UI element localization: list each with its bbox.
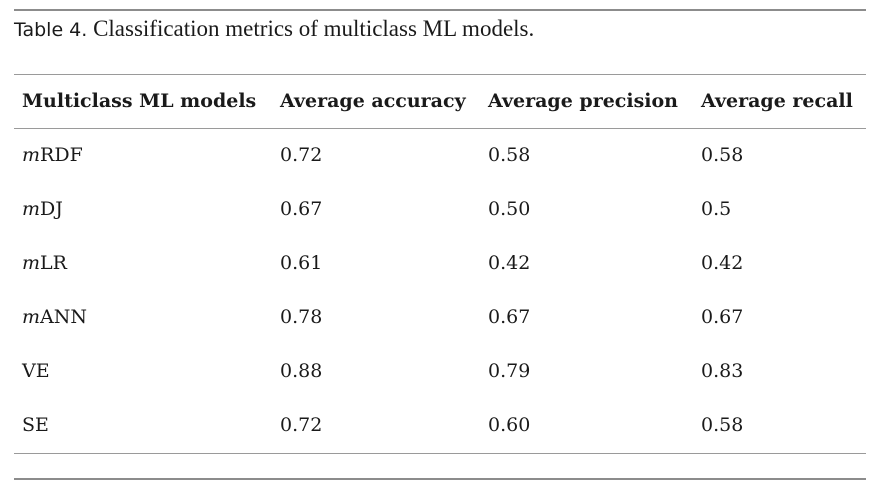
model-cell: VE — [22, 359, 50, 383]
model-prefix: m — [22, 198, 41, 220]
model-cell: mLR — [22, 251, 67, 275]
top-rule — [14, 9, 866, 11]
precision-cell: 0.67 — [488, 306, 531, 328]
caption-label: Table 4. — [14, 19, 88, 41]
accuracy-cell: 0.72 — [280, 144, 323, 166]
model-name: RDF — [40, 144, 83, 166]
model-prefix: m — [22, 306, 41, 328]
precision-cell: 0.79 — [488, 360, 531, 382]
header-top-rule — [14, 74, 866, 75]
model-cell: SE — [22, 413, 49, 437]
precision-cell: 0.50 — [488, 198, 531, 220]
model-name: ANN — [40, 306, 88, 328]
caption-text: Classification metrics of multiclass ML … — [93, 16, 535, 41]
model-name: SE — [22, 414, 49, 436]
accuracy-cell: 0.72 — [280, 414, 323, 436]
model-name: VE — [22, 360, 50, 382]
header-cell-model: Multiclass ML models — [22, 90, 257, 112]
bottom-rule — [14, 478, 866, 480]
model-prefix: m — [22, 144, 41, 166]
header-bottom-rule — [14, 128, 866, 129]
header-cell-accuracy: Average accuracy — [280, 90, 466, 112]
accuracy-cell: 0.61 — [280, 252, 323, 274]
recall-cell: 0.67 — [701, 306, 744, 328]
precision-cell: 0.58 — [488, 144, 531, 166]
precision-cell: 0.42 — [488, 252, 531, 274]
model-name: LR — [40, 252, 67, 274]
header-cell-recall: Average recall — [701, 90, 853, 112]
accuracy-cell: 0.67 — [280, 198, 323, 220]
model-name: DJ — [40, 198, 63, 220]
header-cell-precision: Average precision — [488, 90, 678, 112]
recall-cell: 0.58 — [701, 414, 744, 436]
recall-cell: 0.42 — [701, 252, 744, 274]
recall-cell: 0.83 — [701, 360, 744, 382]
model-cell: mANN — [22, 305, 87, 329]
table-caption: Table 4. Classification metrics of multi… — [14, 14, 534, 45]
body-bottom-rule — [14, 453, 866, 454]
model-cell: mRDF — [22, 143, 83, 167]
accuracy-cell: 0.78 — [280, 306, 323, 328]
precision-cell: 0.60 — [488, 414, 531, 436]
model-cell: mDJ — [22, 197, 63, 221]
recall-cell: 0.58 — [701, 144, 744, 166]
recall-cell: 0.5 — [701, 198, 732, 220]
model-prefix: m — [22, 252, 41, 274]
accuracy-cell: 0.88 — [280, 360, 323, 382]
